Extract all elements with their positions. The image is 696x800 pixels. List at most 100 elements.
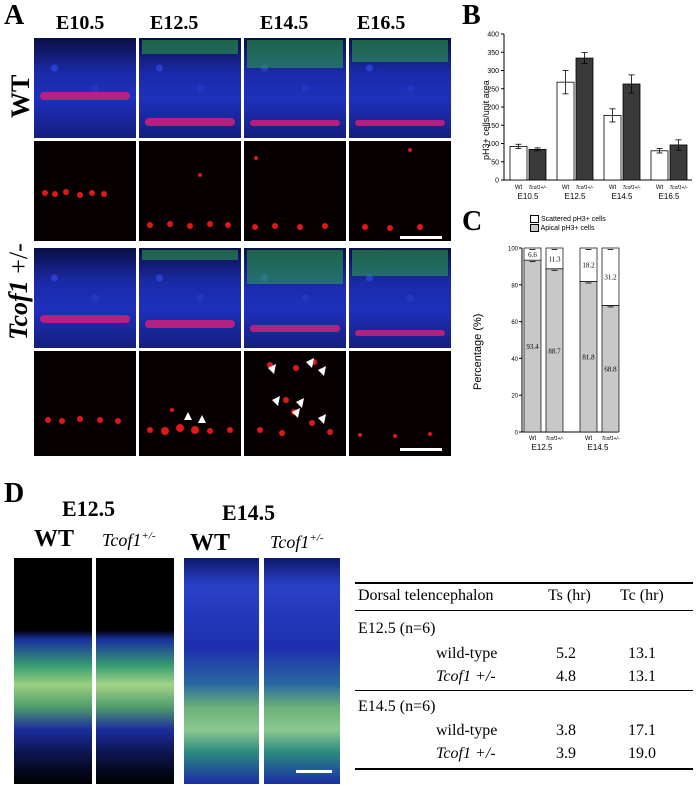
- micrograph-d-e14-mut: [264, 558, 340, 784]
- x-genotype-label: Tcof1+/-: [601, 436, 619, 442]
- panel-d-wt-label-e12: WT: [34, 526, 75, 552]
- panel-d-wt-label-e14: WT: [190, 530, 231, 556]
- data-label-apical: 88.7: [548, 347, 561, 355]
- table-header-col2: Ts (hr): [548, 587, 591, 604]
- bar-scattered: [545, 247, 564, 270]
- panel-c-ylabel: Percentage (%): [472, 313, 484, 390]
- legend-swatch-scattered: [530, 215, 539, 223]
- x-genotype-label: Tcof1+/-: [622, 185, 640, 191]
- y-tick-label: 350: [487, 50, 499, 57]
- panel-b-letter: B: [462, 0, 481, 31]
- micrograph-tcof-e10-merge: [34, 248, 136, 348]
- micrograph-wt-e10-merge: [34, 38, 136, 138]
- x-genotype-label: Wt: [609, 185, 617, 191]
- table-cell-tc: 17.1: [628, 722, 656, 739]
- bar: [528, 148, 547, 181]
- micrograph-wt-e14-ph3: [244, 141, 346, 241]
- panel-d-mut-gene-e12: Tcof1: [102, 530, 142, 550]
- panel-d-mut-label-e12: Tcof1+/-: [102, 530, 156, 551]
- legend-swatch-apical: [530, 224, 539, 232]
- x-stage-label: E12.5: [532, 443, 553, 452]
- bar: [575, 57, 594, 181]
- table-row-label: Tcof1 +/-: [436, 668, 496, 685]
- micrograph-wt-e10-ph3: [34, 141, 136, 241]
- table-row-label: wild-type: [436, 645, 498, 662]
- table-cell-ts: 5.2: [556, 645, 576, 662]
- table-cell-tc: 13.1: [628, 668, 656, 685]
- bar: [650, 150, 669, 181]
- table-cell-tc: 13.1: [628, 645, 656, 662]
- y-tick-label: 100: [508, 247, 519, 253]
- x-genotype-label: Wt: [562, 185, 570, 191]
- table-header-col1: Dorsal telencephalon: [358, 587, 494, 604]
- panel-a-letter: A: [4, 0, 25, 31]
- table-cell-ts: 3.9: [556, 745, 576, 762]
- panel-d-scale-bar: [296, 770, 332, 773]
- x-stage-label: E12.5: [565, 192, 586, 201]
- bar-scattered: [523, 247, 542, 261]
- y-tick-label: 20: [511, 394, 518, 400]
- x-genotype-label: Tcof1+/-: [545, 436, 563, 442]
- x-genotype-label: Wt: [585, 436, 593, 442]
- x-genotype-label: Wt: [529, 436, 537, 442]
- x-stage-label: E14.5: [588, 443, 609, 452]
- panel-a-overlay: [40, 40, 448, 451]
- bar-scattered: [579, 247, 598, 282]
- panel-d-letter: D: [4, 478, 25, 509]
- data-label-apical: 81.8: [582, 354, 595, 362]
- panel-c-letter: C: [462, 206, 483, 237]
- y-tick-label: 150: [487, 123, 499, 130]
- table-section-title: E14.5 (n=6): [358, 698, 436, 715]
- y-tick-label: 100: [487, 141, 499, 148]
- data-label-scattered: 18.2: [582, 262, 595, 270]
- panel-c-chart: 0 20 40 60 80 100 93.4 6.6 Wt 88.7 11.3 Tcof1+/- 81.…: [508, 247, 620, 453]
- data-label-scattered: 31.2: [604, 274, 617, 282]
- y-tick-label: 80: [511, 283, 518, 289]
- table-header-rule: [355, 610, 693, 611]
- micrograph-d-e14-wt: [184, 558, 259, 784]
- x-genotype-label: Tcof1+/-: [528, 185, 546, 191]
- bar: [556, 81, 575, 181]
- table-section-title: E12.5 (n=6): [358, 620, 436, 637]
- table-cell-ts: 3.8: [556, 722, 576, 739]
- panel-c-legend-scattered: Scattered pH3+ cells: [530, 215, 606, 223]
- y-tick-label: 200: [487, 105, 499, 112]
- data-label-apical: 68.8: [604, 366, 617, 374]
- bar: [622, 83, 641, 181]
- legend-label-scattered: Scattered pH3+ cells: [540, 215, 606, 223]
- table-header-col3: Tc (hr): [620, 587, 664, 604]
- y-tick-label: 40: [511, 357, 518, 363]
- bar: [603, 114, 622, 181]
- table-mid-rule: [355, 690, 693, 691]
- y-tick-label: 300: [487, 68, 499, 75]
- x-genotype-label: Tcof1+/-: [669, 185, 687, 191]
- table-top-rule: [355, 582, 693, 584]
- panel-d-mut-sup-e12: +/-: [141, 530, 156, 542]
- table-cell-ts: 4.8: [556, 668, 576, 685]
- micrograph-tcof-e10-ph3: [34, 351, 136, 456]
- table-cell-tc: 19.0: [628, 745, 656, 762]
- panel-c-legend-apical: Apical pH3+ cells: [530, 224, 594, 232]
- y-tick-label: 250: [487, 86, 499, 93]
- panel-d-mut-sup-e14: +/-: [309, 532, 324, 544]
- x-genotype-label: Wt: [515, 185, 523, 191]
- y-tick-label: 0: [495, 178, 499, 185]
- panel-a-stage-label: E16.5: [357, 12, 406, 34]
- micrograph-d-e12-mut: [96, 558, 174, 784]
- legend-label-apical: Apical pH3+ cells: [540, 224, 595, 232]
- micrograph-tcof-e16-ph3: [349, 351, 451, 456]
- micrograph-tcof-e12-ph3: [139, 351, 241, 456]
- panel-d-mut-label-e14: Tcof1+/-: [270, 532, 324, 553]
- x-genotype-label: Wt: [656, 185, 664, 191]
- x-stage-label: E14.5: [612, 192, 633, 201]
- bar-scattered: [601, 247, 620, 306]
- panel-a-stage-label: E10.5: [56, 12, 105, 34]
- data-label-scattered: 6.6: [528, 251, 537, 259]
- y-tick-label: 60: [511, 320, 518, 326]
- table-row-label: wild-type: [436, 722, 498, 739]
- y-tick-label: 0: [515, 431, 519, 437]
- micrograph-d-e12-wt: [14, 558, 92, 784]
- panel-d-stage-e12: E12.5: [62, 496, 116, 521]
- panel-d-stage-e14: E14.5: [222, 500, 276, 525]
